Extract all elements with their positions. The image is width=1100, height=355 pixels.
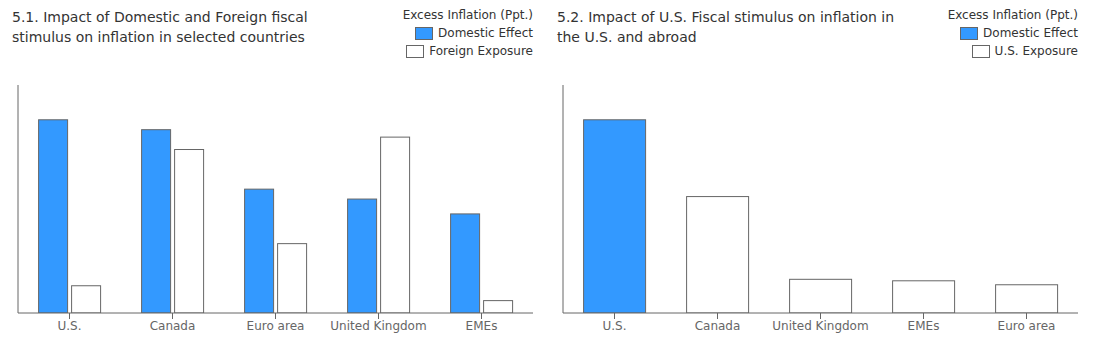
svg-text:EMEs: EMEs: [908, 319, 940, 333]
svg-text:United Kingdom: United Kingdom: [772, 319, 868, 333]
html-text:5.2. Impact of U.S. Fiscal sti: 5.2. Impact of U.S. Fiscal stimulus on i…: [557, 9, 895, 45]
svg-text:Euro area: Euro area: [998, 319, 1056, 333]
svg-text:United Kingdom: United Kingdom: [330, 319, 426, 333]
svg-text:Canada: Canada: [150, 319, 196, 333]
svg-text:U.S.: U.S.: [57, 319, 81, 333]
html-text:Excess Inflation (Ppt.): Excess Inflation (Ppt.): [947, 8, 1078, 22]
svg-text:Euro area: Euro area: [247, 319, 305, 333]
svg-text:Canada: Canada: [695, 319, 741, 333]
html-text:Foreign Exposure: Foreign Exposure: [429, 44, 533, 58]
html-text:U.S. Exposure: U.S. Exposure: [994, 44, 1078, 58]
html-text:Domestic Effect: Domestic Effect: [438, 26, 533, 40]
html-text:Excess Inflation (Ppt.): Excess Inflation (Ppt.): [402, 8, 533, 22]
svg-text:U.S.: U.S.: [602, 319, 626, 333]
svg-text:EMEs: EMEs: [466, 319, 498, 333]
html-text:Domestic Effect: Domestic Effect: [983, 26, 1078, 40]
html-text:5.1. Impact of Domestic and Fo: 5.1. Impact of Domestic and Foreign fisc…: [12, 9, 308, 45]
